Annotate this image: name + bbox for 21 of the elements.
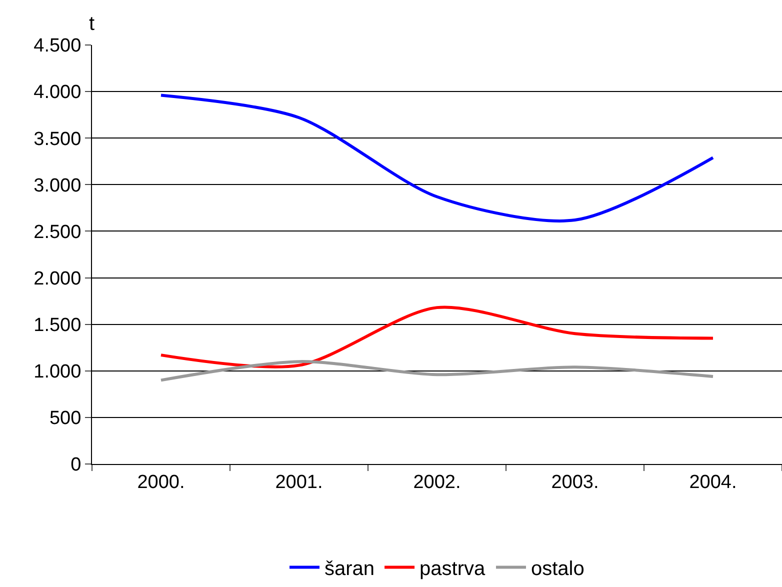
y-tick-label: 3.500 [34,128,82,150]
x-tick-label: 2000. [137,472,185,493]
y-tick-label: 1.500 [34,314,82,336]
y-tick-label: 500 [49,408,82,430]
line-series [160,360,714,382]
y-tick-label: 4.500 [34,36,82,57]
y-tick-label: 0 [70,454,82,476]
x-tick-label: 2001. [275,472,323,493]
y-tick-label: 2.500 [34,222,82,243]
y-axis-title: t [89,13,95,35]
y-tick-label: 2.000 [34,268,82,290]
line-series [160,94,714,222]
x-tick-label: 2003. [551,472,599,493]
y-tick-label: 4.000 [34,82,82,104]
x-tick-label: 2002. [413,472,461,493]
y-tick-label: 1.000 [34,362,82,383]
legend-label: pastrva [420,558,486,580]
legend-label: ostalo [530,558,584,580]
legend-label: šaran [324,558,375,580]
y-tick-label: 3.000 [34,175,82,196]
x-tick-label: 2004. [689,472,737,493]
